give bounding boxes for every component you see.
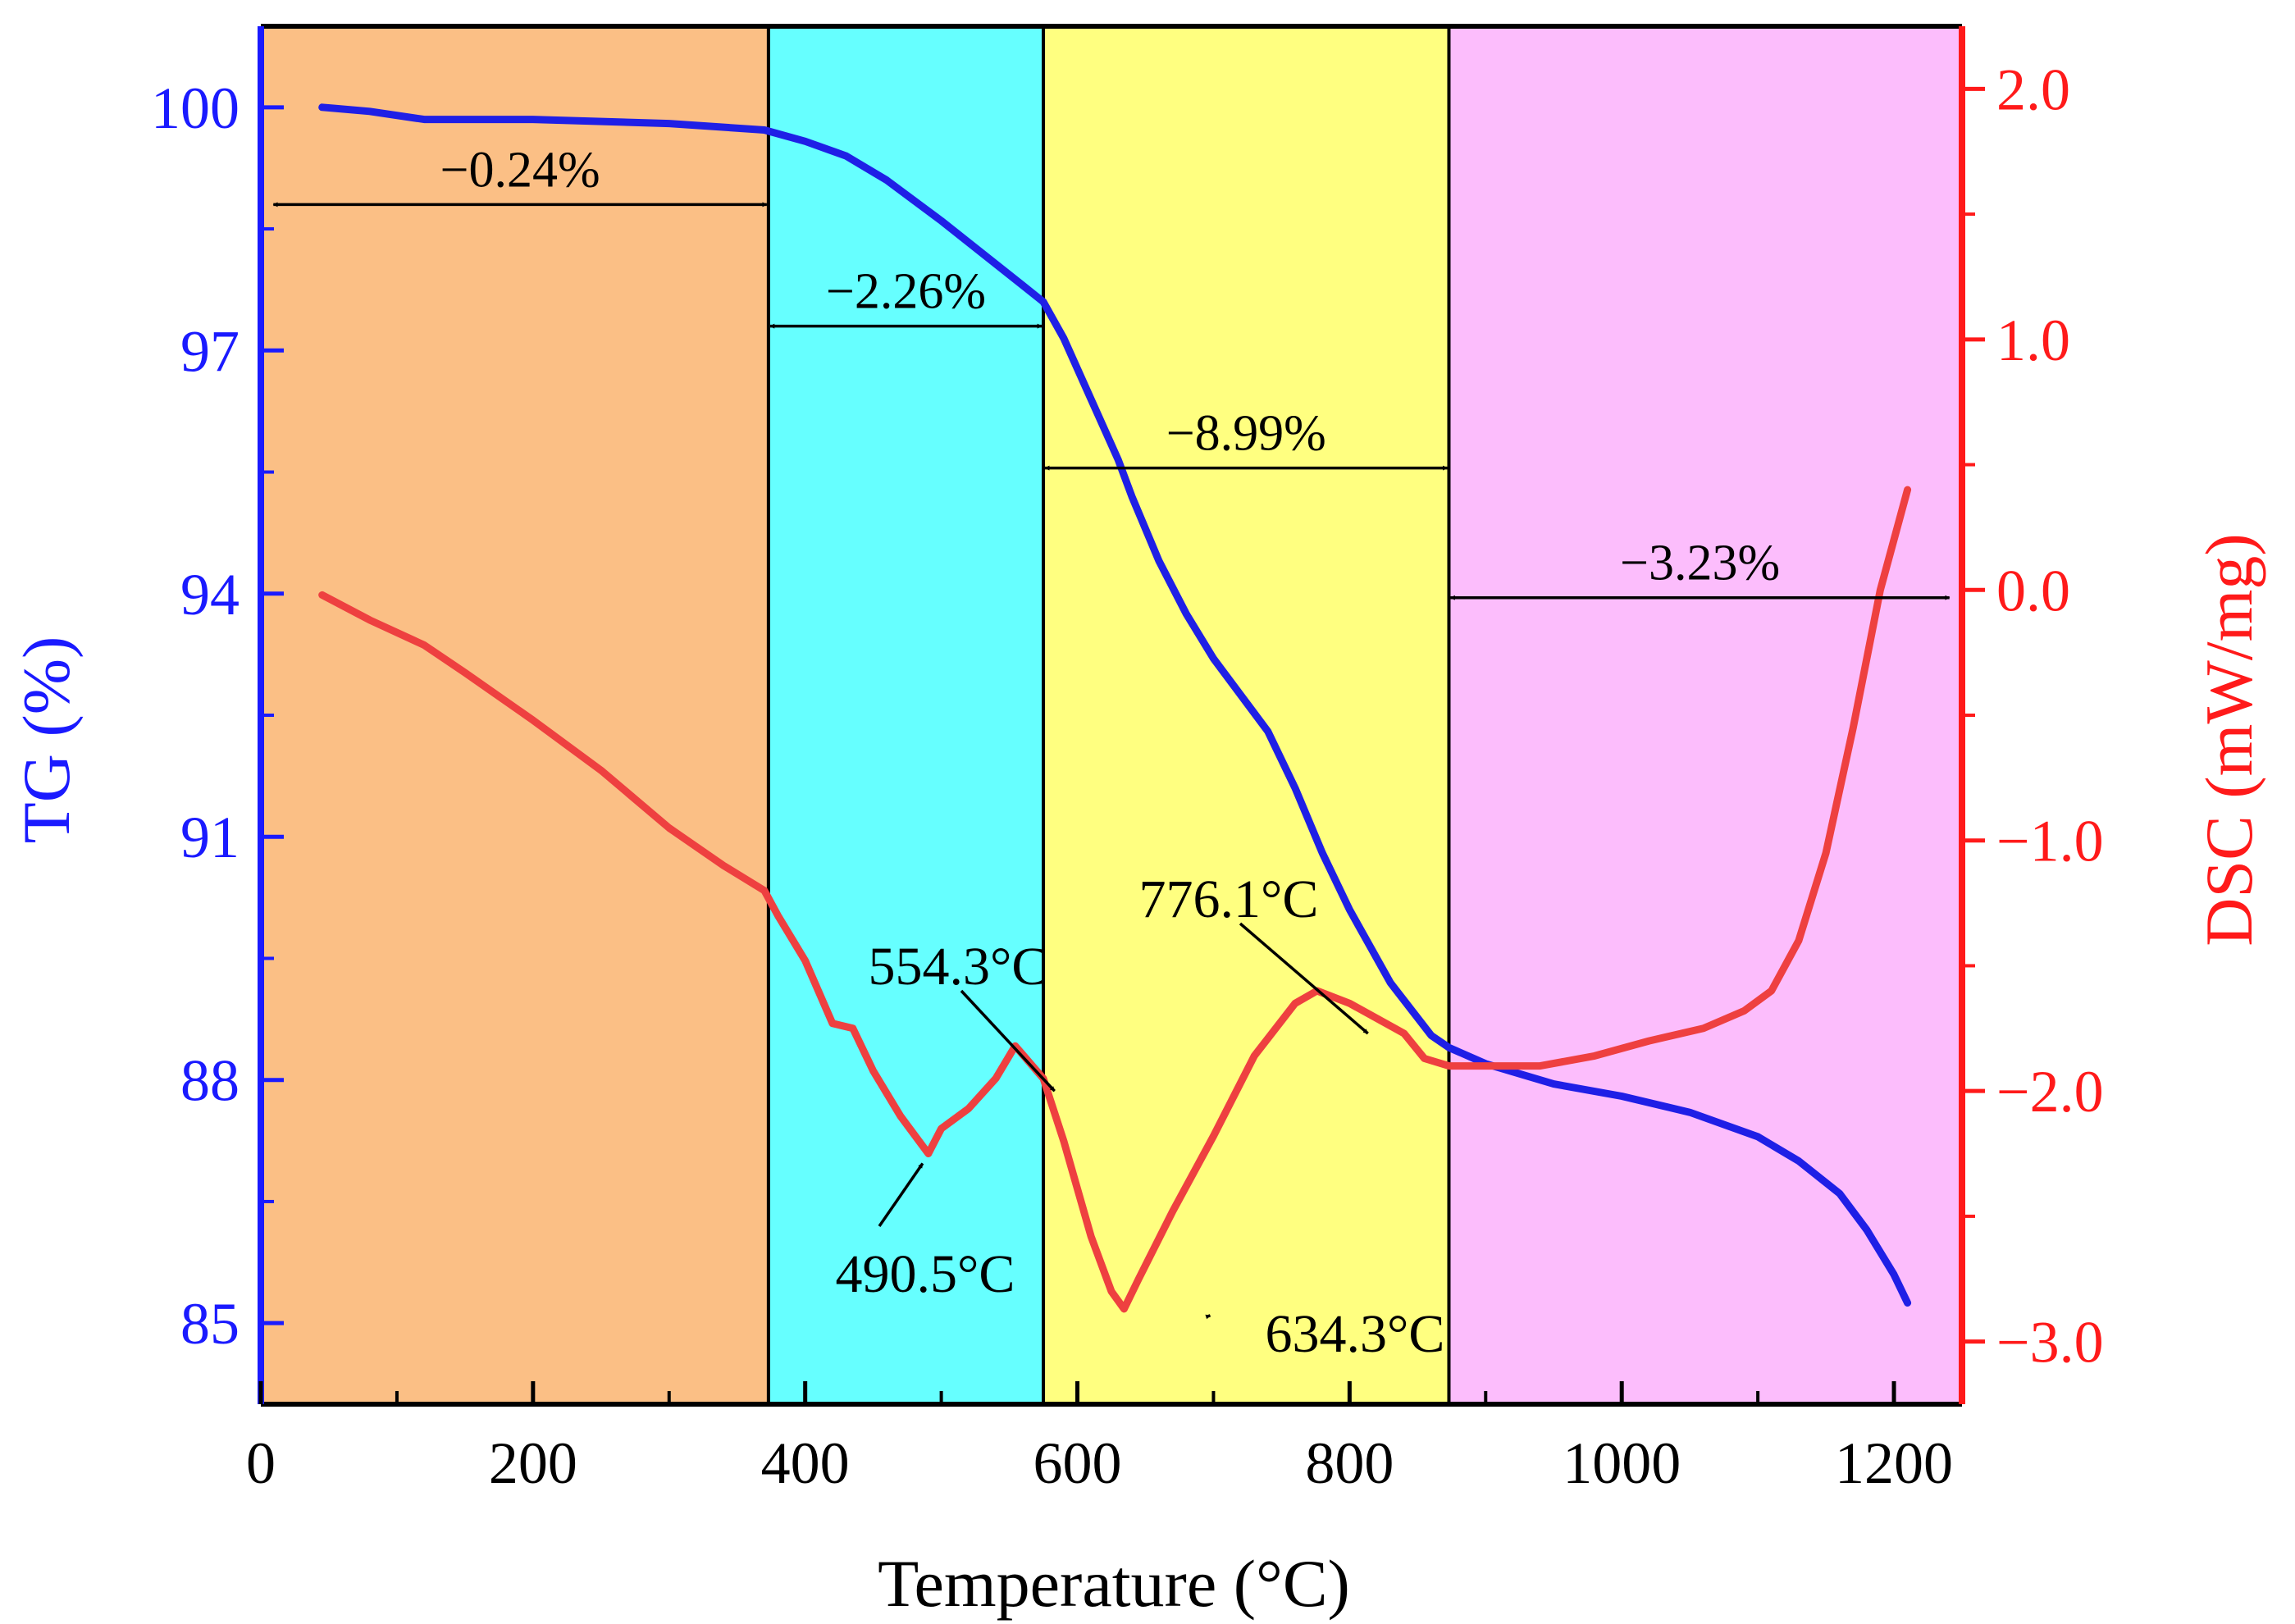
x-tick-label-1000: 1000 — [1563, 1430, 1681, 1496]
peak-arrow-4 — [1239, 922, 1369, 1035]
region-4 — [1449, 26, 1962, 1404]
temperature-regions — [261, 26, 1962, 1404]
region-3 — [1043, 26, 1449, 1404]
data-series — [318, 103, 1912, 1313]
annotations: −0.24% −2.26% −8.99% −3.23% 490.5°C 554.3°C 63… — [272, 142, 1951, 1364]
x-tick-label-0: 0 — [246, 1430, 276, 1496]
right-tick-label-0: −3.0 — [1996, 1310, 2104, 1375]
peak-label-1: 490.5°C — [836, 1244, 1015, 1304]
x-tick-label-600: 600 — [1033, 1430, 1122, 1496]
ticks: 0 200 400 600 800 1000 1200 85 88 91 94 97 100 −3.0 −2… — [151, 57, 2104, 1496]
right-tick-label-2: −1.0 — [1996, 809, 2104, 874]
peak-arrow-1 — [878, 1162, 924, 1227]
x-tick-label-800: 800 — [1305, 1430, 1394, 1496]
mass-loss-label-4: −3.23% — [1620, 536, 1780, 591]
left-tick-label-91: 91 — [180, 805, 240, 870]
left-tick-label-88: 88 — [180, 1048, 240, 1114]
y-axis-label-right: DSC (mW/mg) — [2192, 533, 2266, 946]
right-tick-label-4: 1.0 — [1996, 308, 2070, 373]
x-tick-label-200: 200 — [489, 1430, 577, 1496]
left-tick-label-100: 100 — [151, 75, 240, 141]
left-tick-label-97: 97 — [180, 318, 240, 384]
peak-label-4: 776.1°C — [1139, 869, 1319, 929]
dsc-curve — [318, 486, 1912, 1313]
y-axis-label-left: TG (%) — [9, 636, 84, 844]
region-1 — [261, 26, 769, 1404]
mass-loss-label-3: −8.99% — [1166, 406, 1326, 462]
right-tick-label-5: 2.0 — [1996, 57, 2070, 122]
right-tick-label-3: 0.0 — [1996, 558, 2070, 623]
x-tick-label-400: 400 — [761, 1430, 850, 1496]
x-tick-label-1200: 1200 — [1835, 1430, 1953, 1496]
region-boundaries — [766, 26, 1451, 1404]
mass-loss-label-1: −0.24% — [440, 142, 600, 198]
left-tick-label-85: 85 — [180, 1291, 240, 1357]
peak-arrow-2 — [960, 989, 1056, 1093]
region-2 — [768, 26, 1044, 1404]
right-tick-label-1: −2.0 — [1996, 1059, 2104, 1124]
mass-loss-label-2: −2.26% — [826, 264, 986, 320]
x-axis-label: Temperature (°C) — [878, 1546, 1350, 1621]
peak-label-3: 634.3°C — [1266, 1304, 1445, 1364]
tg-curve — [318, 103, 1912, 1307]
left-tick-label-94: 94 — [180, 562, 240, 627]
peak-label-2: 554.3°C — [869, 937, 1048, 997]
